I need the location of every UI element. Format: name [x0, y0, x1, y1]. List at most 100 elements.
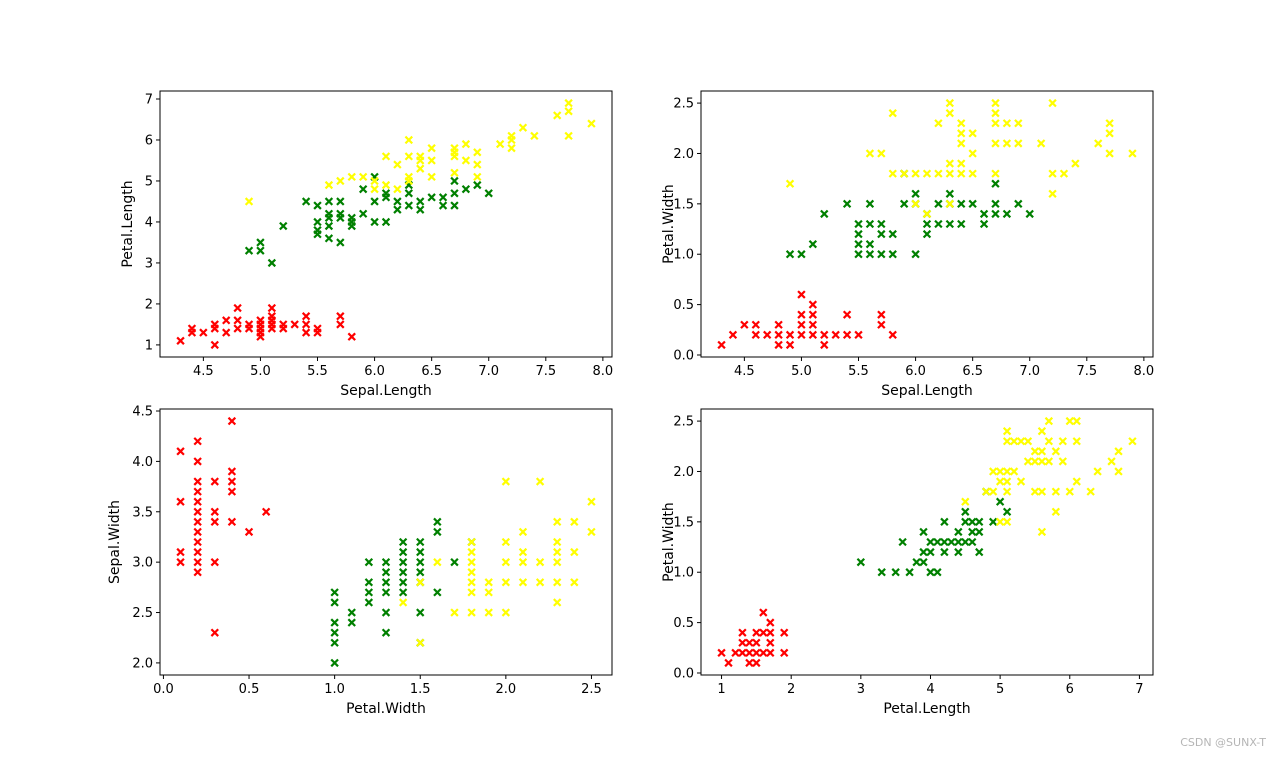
point-virginica [1051, 447, 1061, 456]
point-virginica [1048, 169, 1057, 178]
point-virginica [535, 477, 545, 486]
point-setosa [176, 336, 185, 345]
point-virginica [518, 123, 528, 132]
point-setosa [877, 310, 886, 319]
point-virginica [1114, 467, 1123, 476]
point-virginica [507, 143, 516, 153]
point-setosa [244, 527, 254, 537]
point-setosa [193, 487, 202, 496]
x-axis-label: Sepal.Length [881, 383, 973, 399]
point-versicolor [865, 199, 875, 209]
point-versicolor [842, 199, 852, 209]
point-versicolor [347, 618, 356, 627]
point-versicolor [427, 193, 436, 202]
point-versicolor [438, 193, 448, 202]
point-setosa [227, 467, 237, 476]
x-tick-label: 1.0 [324, 682, 345, 697]
markers [717, 98, 1137, 350]
x-tick-label: 8.0 [1134, 364, 1155, 379]
point-versicolor [438, 201, 448, 210]
point-versicolor [991, 209, 1000, 219]
x-axis-label: Petal.Length [883, 701, 970, 717]
point-versicolor [370, 217, 379, 227]
watermark: CSDN @SUNX-T [1180, 736, 1266, 749]
point-versicolor [416, 568, 425, 577]
point-virginica [865, 149, 875, 158]
point-versicolor [905, 568, 914, 577]
point-versicolor [991, 179, 1000, 188]
point-setosa [210, 340, 219, 350]
point-versicolor [979, 219, 989, 229]
x-tick-label: 7 [1135, 682, 1143, 697]
point-virginica [785, 179, 795, 188]
point-versicolor [808, 239, 818, 249]
point-setosa [233, 303, 242, 313]
point-virginica [1044, 416, 1054, 426]
point-virginica [1072, 416, 1081, 426]
point-setosa [244, 320, 254, 329]
y-tick-label: 5 [145, 174, 153, 189]
y-tick-label: 3 [145, 256, 153, 271]
point-virginica [501, 537, 511, 547]
axes-frame [700, 90, 1154, 358]
point-virginica [370, 176, 379, 186]
point-setosa [738, 648, 747, 658]
point-virginica [416, 578, 425, 587]
point-virginica [945, 159, 955, 168]
point-setosa [785, 330, 795, 340]
point-virginica [957, 169, 966, 178]
point-versicolor [865, 219, 875, 229]
x-tick-label: 6 [1066, 682, 1074, 697]
point-virginica [1094, 139, 1103, 148]
point-versicolor [919, 557, 928, 567]
point-virginica [467, 557, 476, 567]
point-versicolor [416, 557, 425, 567]
point-setosa [797, 320, 806, 329]
x-tick-label: 2.5 [581, 682, 602, 697]
point-virginica [1036, 139, 1046, 148]
point-versicolor [279, 221, 288, 231]
point-virginica [968, 149, 977, 158]
point-versicolor [358, 184, 368, 194]
point-virginica [244, 197, 254, 206]
point-virginica [467, 568, 476, 577]
point-virginica [570, 547, 579, 557]
point-versicolor [381, 189, 391, 198]
point-setosa [752, 638, 761, 647]
point-setosa [780, 648, 789, 658]
point-setosa [256, 316, 265, 325]
point-virginica [1107, 457, 1116, 466]
point-virginica [1009, 467, 1019, 476]
point-versicolor [934, 219, 943, 229]
point-virginica [501, 578, 511, 587]
point-setosa [717, 340, 726, 350]
point-virginica [553, 537, 562, 547]
point-setosa [193, 568, 202, 577]
point-setosa [780, 628, 789, 637]
point-virginica [450, 168, 459, 177]
point-virginica [1128, 437, 1137, 446]
point-versicolor [785, 250, 795, 259]
point-setosa [336, 320, 345, 329]
point-versicolor [957, 219, 966, 229]
point-versicolor [256, 246, 265, 255]
point-virginica [358, 172, 368, 182]
point-versicolor [957, 199, 966, 209]
point-versicolor [940, 537, 949, 547]
point-virginica [1051, 507, 1061, 516]
point-setosa [797, 310, 806, 319]
point-virginica [484, 578, 493, 587]
point-setosa [193, 527, 202, 537]
y-tick-label: 0.0 [673, 348, 694, 363]
point-versicolor [364, 557, 374, 567]
point-setosa [227, 487, 237, 496]
point-virginica [957, 139, 966, 148]
point-virginica [518, 578, 528, 587]
x-axis-label: Petal.Width [346, 701, 426, 717]
point-setosa [301, 328, 311, 337]
y-tick-label: 2.0 [132, 656, 153, 671]
point-virginica [553, 547, 562, 557]
point-virginica [564, 98, 573, 108]
point-setosa [797, 290, 806, 299]
